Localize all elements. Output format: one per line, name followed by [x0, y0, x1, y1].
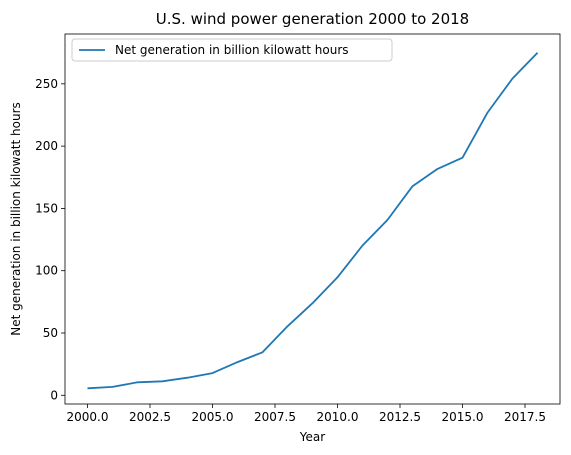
- legend-box: [71, 38, 393, 62]
- x-tick-label: 2002.5: [129, 410, 171, 424]
- x-tick-label: 2010.0: [317, 410, 359, 424]
- x-axis-label: Year: [299, 430, 325, 444]
- chart-title: U.S. wind power generation 2000 to 2018: [156, 10, 469, 28]
- y-axis-label: Net generation in billion kilowatt hours: [9, 102, 23, 336]
- x-tick-label: 2000.0: [67, 410, 109, 424]
- x-axis-ticks: 2000.0 2002.5 2005.0 2007.5 2010.0 2012.5 2015…: [67, 404, 546, 424]
- series-layer: [87, 52, 539, 390]
- x-tick-label: 2017.5: [504, 410, 546, 424]
- y-tick-label: 200: [35, 139, 58, 153]
- y-axis-ticks: 0 50 100 150 200 250: [35, 77, 65, 402]
- x-tick-label: 2012.5: [379, 410, 421, 424]
- x-tick-label: 2015.0: [442, 410, 484, 424]
- y-tick-label: 0: [50, 388, 58, 402]
- x-tick-label: 2007.5: [254, 410, 296, 424]
- y-tick-label: 50: [43, 326, 58, 340]
- y-tick-label: 100: [35, 264, 58, 278]
- series-line: [87, 52, 539, 390]
- legend: Net generation in billion kilowatt hours: [71, 38, 393, 62]
- x-tick-label: 2005.0: [192, 410, 234, 424]
- y-tick-label: 150: [35, 201, 58, 215]
- legend-label: Net generation in billion kilowatt hours: [115, 43, 349, 57]
- plot-area-frame: [64, 33, 561, 405]
- y-tick-label: 250: [35, 77, 58, 91]
